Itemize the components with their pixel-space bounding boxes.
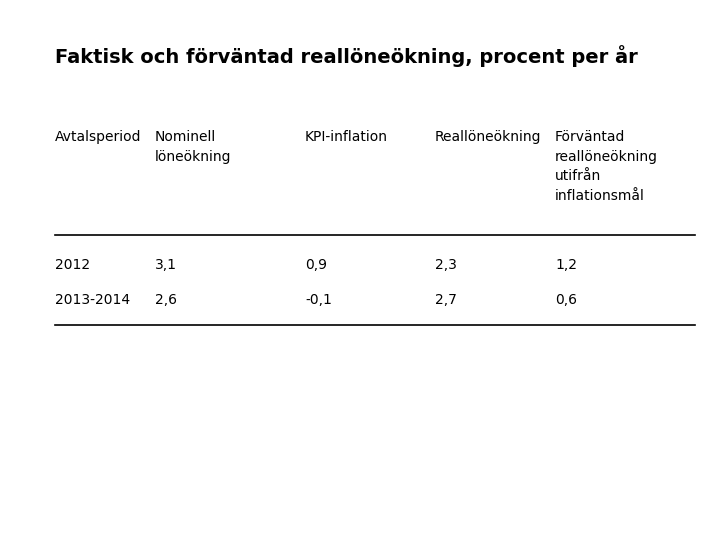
Text: 0,6: 0,6 <box>555 293 577 307</box>
Text: 2,3: 2,3 <box>435 258 457 272</box>
Text: 0,9: 0,9 <box>305 258 327 272</box>
Text: 2012: 2012 <box>55 258 90 272</box>
Text: Reallöneökning: Reallöneökning <box>435 130 541 144</box>
Text: Nominell
löneökning: Nominell löneökning <box>155 130 232 164</box>
Text: Förväntad
reallöneökning
utifrån
inflationsmål: Förväntad reallöneökning utifrån inflati… <box>555 130 658 202</box>
Text: -0,1: -0,1 <box>305 293 332 307</box>
Text: 1,2: 1,2 <box>555 258 577 272</box>
Text: KPI-inflation: KPI-inflation <box>305 130 388 144</box>
Text: 2013-2014: 2013-2014 <box>55 293 130 307</box>
Text: 3,1: 3,1 <box>155 258 177 272</box>
Text: 2,6: 2,6 <box>155 293 177 307</box>
Text: Faktisk och förväntad reallöneökning, procent per år: Faktisk och förväntad reallöneökning, pr… <box>55 45 638 67</box>
Text: Avtalsperiod: Avtalsperiod <box>55 130 142 144</box>
Text: 2,7: 2,7 <box>435 293 457 307</box>
